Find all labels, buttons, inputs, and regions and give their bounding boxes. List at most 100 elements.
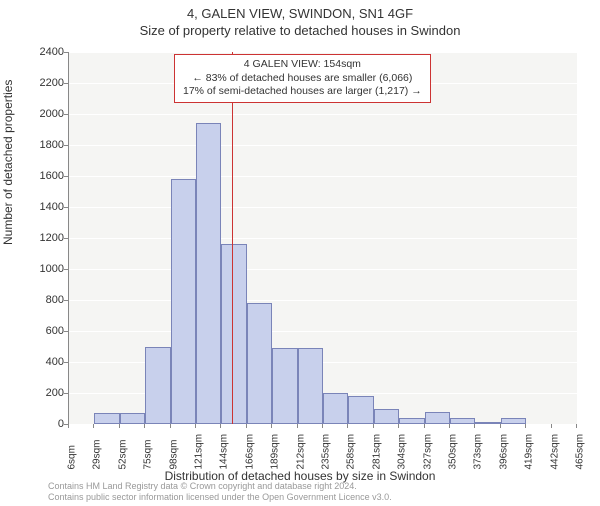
ytick-label: 1400 xyxy=(24,201,64,213)
histogram-bar xyxy=(221,244,246,424)
chart-title-sub: Size of property relative to detached ho… xyxy=(0,23,600,38)
xtick-label: 235sqm xyxy=(321,434,332,470)
histogram-bar xyxy=(374,409,399,425)
xtick-mark xyxy=(271,424,272,428)
histogram-bar xyxy=(501,418,526,424)
ytick-mark xyxy=(64,83,68,84)
xtick-mark xyxy=(347,424,348,428)
annotation-line3: 17% of semi-detached houses are larger (… xyxy=(183,85,422,99)
xtick-label: 144sqm xyxy=(219,434,230,470)
xtick-mark xyxy=(246,424,247,428)
histogram-bar xyxy=(475,422,500,424)
xtick-mark xyxy=(93,424,94,428)
xtick-label: 258sqm xyxy=(346,434,357,470)
histogram-bar xyxy=(171,179,196,424)
ytick-mark xyxy=(64,362,68,363)
xtick-label: 327sqm xyxy=(422,434,433,470)
xtick-mark xyxy=(170,424,171,428)
xtick-label: 281sqm xyxy=(371,434,382,470)
ytick-label: 1600 xyxy=(24,170,64,182)
histogram-bar xyxy=(145,347,170,425)
histogram-bar xyxy=(272,348,297,424)
ytick-mark xyxy=(64,52,68,53)
ytick-label: 200 xyxy=(24,387,64,399)
credit-line2: Contains public sector information licen… xyxy=(48,492,392,503)
xtick-label: 304sqm xyxy=(397,434,408,470)
xtick-label: 442sqm xyxy=(549,434,560,470)
reference-line xyxy=(232,52,233,424)
ytick-label: 400 xyxy=(24,356,64,368)
xtick-mark xyxy=(297,424,298,428)
xtick-label: 166sqm xyxy=(244,434,255,470)
histogram-bar xyxy=(450,418,475,424)
xtick-mark xyxy=(373,424,374,428)
chart-title-main: 4, GALEN VIEW, SWINDON, SN1 4GF xyxy=(0,6,600,21)
gridline-h xyxy=(69,300,577,301)
y-axis-title: Number of detached properties xyxy=(1,80,15,245)
xtick-mark xyxy=(551,424,552,428)
credit-line1: Contains HM Land Registry data © Crown c… xyxy=(48,481,392,492)
ytick-mark xyxy=(64,238,68,239)
histogram-bar xyxy=(425,412,450,424)
ytick-mark xyxy=(64,207,68,208)
ytick-label: 0 xyxy=(24,418,64,430)
xtick-label: 350sqm xyxy=(448,434,459,470)
ytick-mark xyxy=(64,145,68,146)
xtick-mark xyxy=(68,424,69,428)
gridline-h xyxy=(69,207,577,208)
ytick-label: 800 xyxy=(24,294,64,306)
ytick-label: 1000 xyxy=(24,263,64,275)
ytick-label: 600 xyxy=(24,325,64,337)
gridline-h xyxy=(69,269,577,270)
xtick-label: 98sqm xyxy=(168,439,179,469)
ytick-label: 2000 xyxy=(24,108,64,120)
gridline-h xyxy=(69,331,577,332)
xtick-mark xyxy=(576,424,577,428)
histogram-bar xyxy=(120,413,145,424)
ytick-label: 2200 xyxy=(24,77,64,89)
histogram-bar xyxy=(196,123,221,424)
chart-plot-area: 4 GALEN VIEW: 154sqm← 83% of detached ho… xyxy=(68,52,577,425)
histogram-bar xyxy=(323,393,348,424)
xtick-mark xyxy=(424,424,425,428)
annotation-line1: 4 GALEN VIEW: 154sqm xyxy=(183,58,422,72)
xtick-label: 75sqm xyxy=(143,439,154,469)
annotation-box: 4 GALEN VIEW: 154sqm← 83% of detached ho… xyxy=(174,54,431,103)
xtick-mark xyxy=(449,424,450,428)
xtick-mark xyxy=(525,424,526,428)
ytick-label: 1200 xyxy=(24,232,64,244)
gridline-h xyxy=(69,145,577,146)
xtick-mark xyxy=(322,424,323,428)
histogram-bar xyxy=(298,348,323,424)
xtick-label: 52sqm xyxy=(117,439,128,469)
xtick-mark xyxy=(398,424,399,428)
histogram-bar xyxy=(399,418,424,424)
ytick-label: 2400 xyxy=(24,46,64,58)
ytick-mark xyxy=(64,393,68,394)
ytick-mark xyxy=(64,331,68,332)
gridline-h xyxy=(69,424,577,425)
ytick-label: 1800 xyxy=(24,139,64,151)
gridline-h xyxy=(69,52,577,53)
ytick-mark xyxy=(64,114,68,115)
xtick-mark xyxy=(119,424,120,428)
xtick-label: 121sqm xyxy=(194,434,205,470)
xtick-label: 419sqm xyxy=(524,434,535,470)
ytick-mark xyxy=(64,176,68,177)
xtick-label: 373sqm xyxy=(473,434,484,470)
gridline-h xyxy=(69,176,577,177)
xtick-mark xyxy=(220,424,221,428)
histogram-bar xyxy=(247,303,272,424)
histogram-bar xyxy=(94,413,119,424)
xtick-label: 6sqm xyxy=(67,445,78,469)
xtick-mark xyxy=(500,424,501,428)
xtick-mark xyxy=(144,424,145,428)
xtick-label: 212sqm xyxy=(295,434,306,470)
ytick-mark xyxy=(64,300,68,301)
histogram-bar xyxy=(348,396,373,424)
gridline-h xyxy=(69,238,577,239)
annotation-line2: ← 83% of detached houses are smaller (6,… xyxy=(183,72,422,86)
gridline-h xyxy=(69,114,577,115)
xtick-label: 396sqm xyxy=(498,434,509,470)
xtick-label: 29sqm xyxy=(92,439,103,469)
